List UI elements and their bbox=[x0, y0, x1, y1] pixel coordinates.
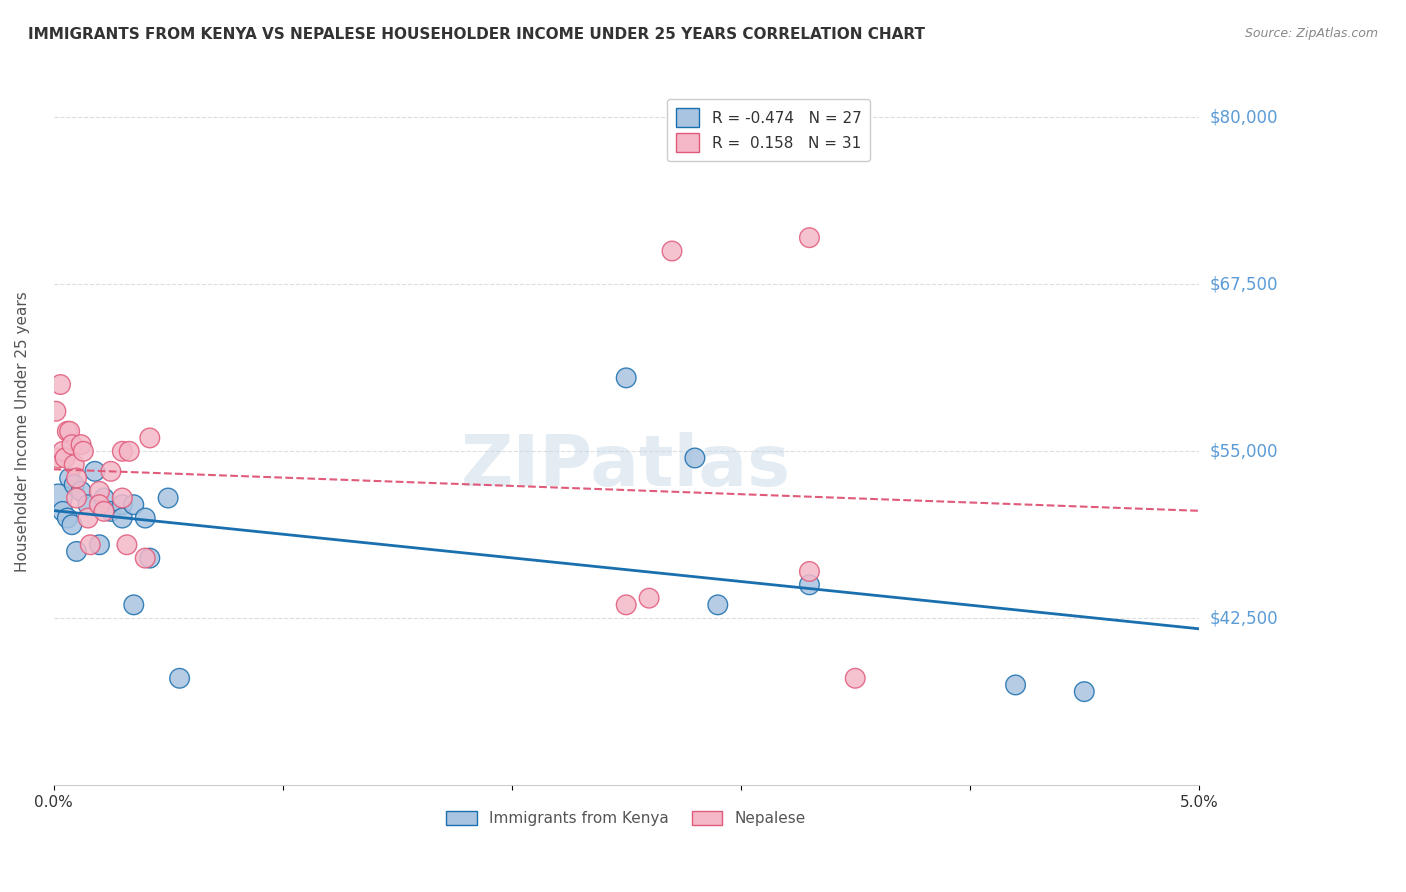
Nepalese bbox=[139, 431, 162, 445]
Nepalese bbox=[52, 444, 75, 458]
Y-axis label: Householder Income Under 25 years: Householder Income Under 25 years bbox=[15, 291, 30, 572]
Immigrants from Kenya bbox=[46, 491, 69, 505]
Immigrants from Kenya bbox=[122, 498, 145, 512]
Nepalese bbox=[844, 671, 866, 685]
Immigrants from Kenya bbox=[70, 484, 93, 499]
Nepalese bbox=[89, 484, 111, 499]
Immigrants from Kenya bbox=[56, 511, 79, 525]
Nepalese bbox=[111, 444, 134, 458]
Immigrants from Kenya bbox=[799, 578, 821, 592]
Nepalese bbox=[45, 404, 67, 418]
Immigrants from Kenya bbox=[52, 504, 75, 518]
Nepalese bbox=[89, 498, 111, 512]
Nepalese bbox=[118, 444, 141, 458]
Nepalese bbox=[49, 377, 72, 392]
Nepalese bbox=[53, 450, 76, 465]
Nepalese bbox=[100, 464, 122, 478]
Nepalese bbox=[72, 444, 94, 458]
Immigrants from Kenya bbox=[65, 544, 87, 558]
Nepalese bbox=[638, 591, 661, 606]
Nepalese bbox=[60, 437, 83, 451]
Text: $67,500: $67,500 bbox=[1211, 276, 1278, 293]
Immigrants from Kenya bbox=[157, 491, 180, 505]
Nepalese bbox=[134, 551, 156, 566]
Immigrants from Kenya bbox=[89, 538, 111, 552]
Text: $55,000: $55,000 bbox=[1211, 442, 1278, 460]
Legend: Immigrants from Kenya, Nepalese: Immigrants from Kenya, Nepalese bbox=[439, 804, 814, 834]
Text: Source: ZipAtlas.com: Source: ZipAtlas.com bbox=[1244, 27, 1378, 40]
Nepalese bbox=[614, 598, 637, 612]
Immigrants from Kenya bbox=[83, 464, 105, 478]
Nepalese bbox=[65, 471, 87, 485]
Text: $42,500: $42,500 bbox=[1211, 609, 1278, 627]
Immigrants from Kenya bbox=[111, 511, 134, 525]
Immigrants from Kenya bbox=[683, 450, 706, 465]
Nepalese bbox=[63, 458, 86, 472]
Immigrants from Kenya bbox=[111, 498, 134, 512]
Nepalese bbox=[65, 491, 87, 505]
Immigrants from Kenya bbox=[59, 471, 82, 485]
Text: $80,000: $80,000 bbox=[1211, 109, 1278, 127]
Immigrants from Kenya bbox=[614, 371, 637, 385]
Nepalese bbox=[77, 511, 100, 525]
Immigrants from Kenya bbox=[93, 491, 115, 505]
Nepalese bbox=[799, 230, 821, 244]
Immigrants from Kenya bbox=[169, 671, 191, 685]
Nepalese bbox=[111, 491, 134, 505]
Immigrants from Kenya bbox=[1073, 684, 1095, 698]
Nepalese bbox=[70, 437, 93, 451]
Immigrants from Kenya bbox=[63, 477, 86, 491]
Immigrants from Kenya bbox=[100, 504, 122, 518]
Immigrants from Kenya bbox=[139, 551, 162, 566]
Immigrants from Kenya bbox=[134, 511, 156, 525]
Immigrants from Kenya bbox=[1004, 678, 1026, 692]
Text: ZIPatlas: ZIPatlas bbox=[461, 432, 792, 501]
Nepalese bbox=[56, 424, 79, 438]
Nepalese bbox=[799, 565, 821, 579]
Immigrants from Kenya bbox=[77, 498, 100, 512]
Text: IMMIGRANTS FROM KENYA VS NEPALESE HOUSEHOLDER INCOME UNDER 25 YEARS CORRELATION : IMMIGRANTS FROM KENYA VS NEPALESE HOUSEH… bbox=[28, 27, 925, 42]
Immigrants from Kenya bbox=[707, 598, 730, 612]
Immigrants from Kenya bbox=[122, 598, 145, 612]
Immigrants from Kenya bbox=[60, 517, 83, 532]
Nepalese bbox=[661, 244, 683, 258]
Nepalese bbox=[93, 504, 115, 518]
Nepalese bbox=[46, 450, 69, 465]
Nepalese bbox=[59, 424, 82, 438]
Nepalese bbox=[115, 538, 138, 552]
Nepalese bbox=[79, 538, 101, 552]
